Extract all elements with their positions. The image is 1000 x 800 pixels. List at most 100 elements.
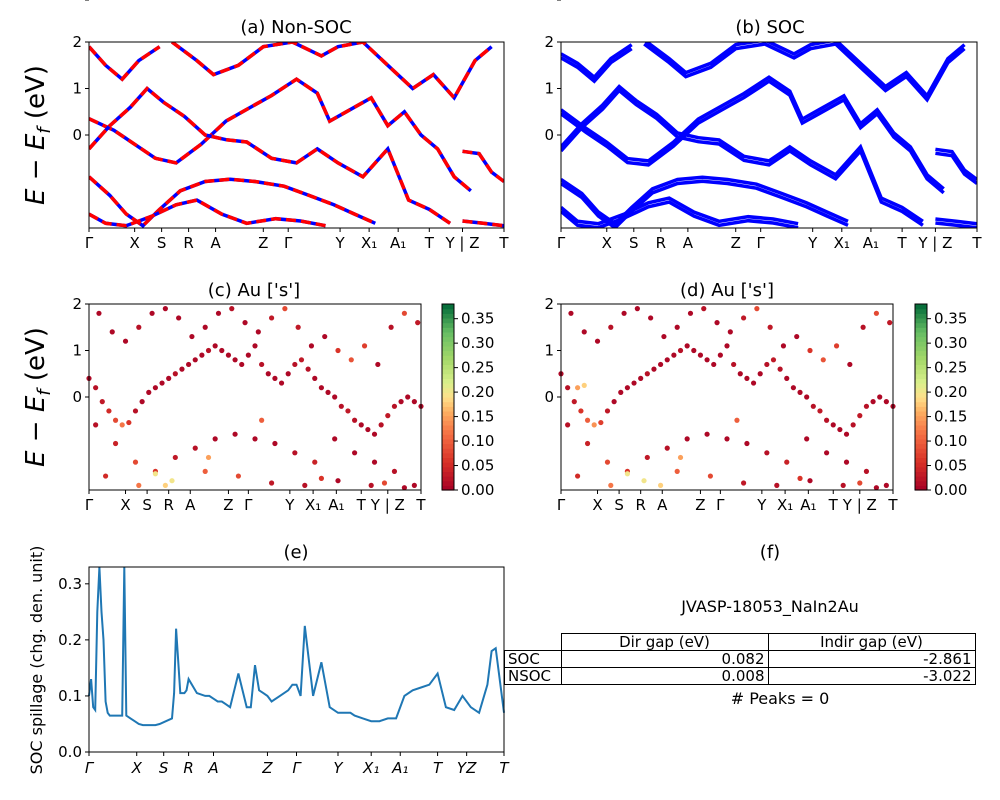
scatter-point — [112, 417, 119, 423]
y-tick-label: −1 — [60, 0, 82, 4]
ylabel-middle: E − Ef (eV) — [21, 327, 55, 467]
scatter-point — [325, 389, 331, 395]
colorbar-segment — [442, 304, 454, 310]
x-tick-label: Y — [756, 496, 767, 514]
colorbar-segment — [442, 336, 454, 342]
colorbar-segment — [915, 369, 927, 375]
panel-b-title: (b) SOC — [735, 17, 804, 38]
colorbar-segment — [915, 308, 927, 314]
scatter-point — [122, 338, 129, 344]
scatter-point — [348, 357, 354, 363]
x-tick-label: S — [614, 496, 624, 514]
colorbar-segment — [442, 383, 454, 389]
scatter-point — [807, 347, 813, 354]
colorbar-segment — [915, 345, 927, 352]
colorbar-segment — [915, 415, 927, 421]
scatter-point — [754, 306, 760, 312]
scatter-point — [794, 333, 800, 340]
scatter-point — [278, 380, 285, 386]
scatter-point — [371, 431, 378, 437]
scatter-point — [411, 482, 417, 488]
band-line-nonsoc — [89, 86, 452, 225]
scatter-point — [741, 480, 747, 486]
x-tick-label: Y — [333, 759, 344, 777]
peaks-count: # Peaks = 0 — [730, 689, 830, 708]
colorbar-segment — [442, 420, 454, 426]
colorbar-tick-label: 0.35 — [934, 310, 967, 328]
band-lines — [561, 42, 977, 228]
scatter-point — [684, 436, 690, 442]
x-tick-label: Z — [258, 234, 268, 252]
scatter-point — [883, 482, 889, 488]
colorbar-tick-label: 0.10 — [461, 432, 494, 450]
scatter-point — [162, 306, 168, 312]
scatter-point — [99, 399, 105, 405]
scatter-point — [697, 352, 704, 358]
scatter-point — [724, 436, 730, 442]
plot-frame — [560, 41, 978, 229]
colorbar-segment — [442, 457, 454, 463]
y-tick-label: 0 — [72, 388, 82, 406]
scatter-point — [385, 413, 391, 419]
scatter-point — [292, 361, 298, 368]
y-tick-label: 2 — [72, 295, 82, 313]
scatter-point — [727, 329, 733, 335]
panel-d-title: (d) Au ['s'] — [680, 280, 774, 301]
scatter-point — [189, 333, 195, 340]
scatter-point — [252, 436, 258, 442]
scatter-point — [215, 310, 222, 316]
dir-gap-value: 0.008 — [560, 667, 769, 685]
scatter-point — [691, 347, 697, 354]
scatter-point — [843, 459, 850, 465]
x-tick-label: Y — [284, 496, 295, 514]
colorbar-segment — [442, 341, 454, 347]
x-tick-label: A — [207, 759, 218, 777]
colorbar-frame — [441, 303, 455, 491]
scatter-point — [96, 310, 102, 316]
scatter-point — [375, 361, 381, 368]
colorbar-segment — [915, 466, 927, 472]
scatter-point — [624, 471, 631, 477]
scatter-point — [169, 478, 175, 484]
colorbar-segment — [915, 485, 927, 491]
x-tick-label: X — [120, 496, 130, 514]
scatter-point — [272, 375, 278, 381]
scatter-point — [674, 468, 680, 474]
scatter-point — [352, 417, 358, 423]
colorbar-segment — [442, 397, 454, 403]
scatter-point — [259, 361, 265, 368]
scatter-point — [877, 394, 883, 400]
y-tick-label: 0.1 — [58, 687, 82, 705]
colorbar-segment — [442, 410, 454, 417]
x-tick-label: T — [828, 496, 839, 514]
scatter-point — [817, 408, 823, 414]
scatter-point — [391, 403, 398, 409]
scatter-point — [830, 422, 836, 428]
scatter-point — [797, 475, 803, 481]
x-tick-label: R — [635, 496, 645, 514]
scatter-point — [611, 399, 617, 405]
colorbar-segment — [442, 359, 454, 366]
scatter-point — [584, 440, 591, 447]
colorbar-segment — [442, 331, 454, 338]
scatter-point — [648, 315, 654, 321]
x-tick-label: Y | Z — [444, 234, 479, 252]
x-tick-label: Z — [223, 496, 233, 514]
scatter-point — [378, 422, 384, 428]
colorbar-segment — [442, 355, 454, 361]
colorbar-segment — [915, 462, 927, 468]
colorbar-segment — [915, 406, 927, 412]
scatter-point — [365, 426, 371, 433]
scatter-point — [717, 352, 723, 358]
y-tick-label: −2 — [532, 0, 554, 4]
scatter-point — [711, 361, 717, 368]
x-tick-label: Y | Z — [842, 496, 877, 514]
y-tick-label: 0.2 — [58, 631, 82, 649]
colorbar-segment — [442, 462, 454, 468]
scatter-point — [618, 389, 624, 395]
band-line-soc — [89, 77, 472, 193]
band-line-nonsoc — [89, 175, 377, 228]
colorbar-segment — [442, 401, 454, 407]
x-tick-label: T — [498, 234, 509, 252]
colorbar-segment — [442, 392, 454, 398]
